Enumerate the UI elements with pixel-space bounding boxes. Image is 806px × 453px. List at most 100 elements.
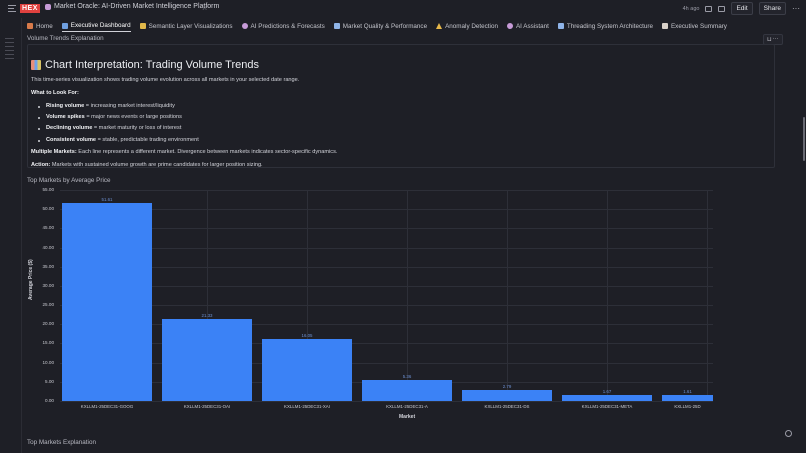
gridline — [60, 401, 713, 402]
bar[interactable] — [662, 394, 713, 401]
app-tabs: Home Executive Dashboard Semantic Layer … — [27, 22, 727, 32]
warning-icon — [436, 23, 443, 29]
x-tick-label: KXLLM1-25D — [674, 404, 701, 409]
bar[interactable] — [362, 380, 452, 401]
tab-threading-architecture[interactable]: Threading System Architecture — [557, 22, 653, 32]
tab-semantic-layer[interactable]: Semantic Layer Visualizations — [139, 22, 233, 32]
tab-ai-assistant[interactable]: AI Assistant — [506, 22, 549, 32]
tab-label: Market Quality & Performance — [342, 22, 428, 30]
cell-collapse-icon[interactable]: ⊔ — [767, 37, 772, 43]
tab-executive-summary[interactable]: Executive Summary — [661, 22, 727, 32]
tab-label: Executive Summary — [670, 22, 727, 30]
chart-title: Top Markets by Average Price — [27, 177, 111, 184]
bar-chart: 0.00 5.00 10.00 15.00 20.00 25.00 30.00 35.00 40… — [43, 187, 713, 409]
gridline — [60, 190, 713, 191]
hex-logo[interactable]: HEX — [20, 4, 40, 13]
robot-icon — [45, 3, 51, 10]
outline-rail — [0, 18, 22, 453]
gridline — [60, 343, 713, 345]
y-tick-label: 20.00 — [42, 321, 55, 327]
y-tick-label: 30.00 — [42, 282, 55, 288]
y-tick-label: 15.00 — [42, 340, 55, 346]
markdown-heading: Chart Interpretation: Trading Volume Tre… — [31, 59, 774, 71]
bar-value-label: 16.05 — [301, 333, 313, 339]
bullet-list: Rising volume = increasing market intere… — [31, 103, 774, 144]
edit-button[interactable]: Edit — [731, 2, 753, 15]
tab-label: AI Predictions & Forecasts — [250, 22, 325, 30]
gridline — [60, 324, 713, 326]
tab-market-quality[interactable]: Market Quality & Performance — [333, 22, 428, 32]
gridline — [507, 190, 508, 401]
markdown-cell: Chart Interpretation: Trading Volume Tre… — [27, 44, 775, 168]
tab-executive-dashboard[interactable]: Executive Dashboard — [61, 22, 131, 32]
bar-value-label: 21.33 — [201, 313, 213, 319]
gridline — [307, 190, 308, 401]
gridline — [60, 209, 713, 211]
heading-text: Chart Interpretation: Trading Volume Tre… — [45, 59, 260, 71]
gridline — [60, 362, 713, 364]
comment-icon[interactable] — [705, 5, 713, 12]
cell-label-top-markets: Top Markets Explanation — [27, 439, 96, 446]
bar[interactable] — [562, 394, 652, 401]
star-icon[interactable]: ☆ — [201, 3, 209, 12]
sidebar-toggle-icon[interactable] — [8, 5, 16, 12]
tab-label: Semantic Layer Visualizations — [148, 22, 233, 30]
bar[interactable] — [62, 203, 152, 401]
gear-icon — [557, 23, 564, 29]
bar[interactable] — [262, 339, 352, 401]
y-tick-label: 25.00 — [42, 302, 55, 308]
multiple-markets-text: Multiple Markets: Each line represents a… — [31, 148, 338, 155]
gridline — [60, 247, 713, 249]
share-button[interactable]: Share — [758, 2, 786, 15]
chart-icon — [333, 23, 340, 29]
x-tick-label: KXLLM1-25DEC31-GOOG — [80, 404, 134, 409]
y-axis-label: Average Price ($) — [28, 259, 34, 300]
tab-label: Executive Dashboard — [70, 22, 131, 29]
list-item: Rising volume = increasing market intere… — [38, 103, 774, 110]
top-bar: HEX Market Oracle: AI-Driven Market Inte… — [0, 0, 806, 18]
gridline — [60, 266, 713, 268]
robot-icon — [506, 23, 513, 29]
present-icon[interactable] — [718, 5, 726, 12]
bar[interactable] — [462, 390, 552, 401]
gridline — [60, 285, 713, 287]
tab-label: Anomaly Detection — [445, 22, 498, 30]
intro-text: This time-series visualization shows tra… — [31, 77, 300, 83]
action-text: Action: Markets with sustained volume gr… — [31, 161, 263, 168]
bar-value-label: 2.79 — [502, 384, 512, 390]
more-menu-icon[interactable]: ··· — [792, 4, 800, 13]
bar-value-label: 1.67 — [602, 388, 612, 394]
look-for-heading: What to Look For: — [31, 90, 79, 96]
gridline — [207, 190, 208, 401]
y-tick-label: 55.00 — [42, 187, 55, 192]
bar[interactable] — [162, 319, 252, 401]
robot-icon — [241, 23, 248, 29]
cell-label-volume: Volume Trends Explanation — [27, 35, 104, 42]
bar-chart-icon — [31, 60, 41, 70]
x-axis-label: Market — [399, 414, 416, 420]
tab-label: AI Assistant — [515, 22, 549, 30]
help-icon[interactable] — [785, 430, 792, 437]
page-scrollbar[interactable] — [803, 117, 805, 161]
project-title[interactable]: Market Oracle: AI-Driven Market Intellig… — [45, 3, 219, 10]
y-tick-label: 45.00 — [42, 225, 55, 231]
tab-label: Threading System Architecture — [566, 22, 653, 30]
cell-more-icon[interactable]: ··· — [772, 36, 779, 42]
list-item: Declining volume = market maturity or lo… — [38, 125, 774, 132]
y-tick-label: 5.00 — [45, 378, 54, 384]
x-tick-label: KXLLM1-25DEC31-A — [386, 404, 428, 409]
x-tick-label: KXLLM1-25DEC31-META — [581, 404, 633, 409]
bar-value-label: 51.61 — [101, 197, 113, 202]
gridline — [607, 190, 608, 401]
tab-home[interactable]: Home — [27, 22, 53, 32]
gridline — [707, 190, 708, 401]
last-edited: 4h ago — [682, 5, 700, 12]
document-icon — [661, 23, 668, 29]
y-tick-label: 35.00 — [42, 263, 55, 269]
tab-anomaly-detection[interactable]: Anomaly Detection — [436, 22, 498, 32]
tab-ai-predictions[interactable]: AI Predictions & Forecasts — [241, 22, 325, 32]
x-tick-label: KXLLM1-25DEC31-XAI — [284, 404, 330, 409]
house-icon — [27, 23, 33, 29]
bar-value-label: 1.61 — [683, 388, 692, 394]
outline-icon[interactable] — [5, 38, 14, 62]
